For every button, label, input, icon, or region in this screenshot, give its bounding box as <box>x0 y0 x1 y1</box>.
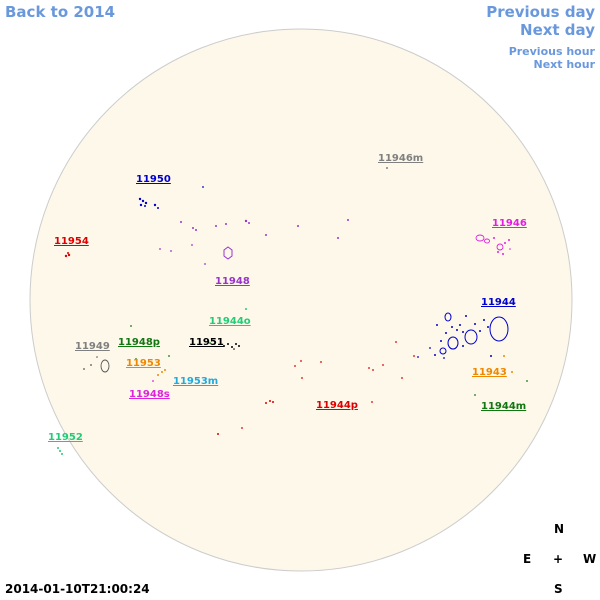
next-day-link[interactable]: Next day <box>520 21 595 39</box>
region-label: 11946 <box>492 218 527 229</box>
region-label: 11943 <box>472 367 507 378</box>
region-11953m[interactable]: 11953m <box>173 376 218 387</box>
region-11944m[interactable]: 11944m <box>474 380 528 412</box>
compass-south: S <box>554 582 563 596</box>
region-11944[interactable]: 11944 <box>417 297 516 359</box>
region-11950[interactable]: 11950 <box>136 174 204 209</box>
region-label: 11948p <box>118 337 160 348</box>
previous-hour-link[interactable]: Previous hour <box>508 45 595 58</box>
region-label: 11944o <box>209 316 251 327</box>
region-label: 11946m <box>378 153 423 164</box>
region-11951[interactable]: 11951 <box>189 337 240 350</box>
compass-north: N <box>554 522 565 536</box>
region-11952[interactable]: 11952 <box>48 432 83 455</box>
region-11948[interactable]: 11948 <box>159 219 349 287</box>
region-11948p[interactable]: 11948p <box>118 325 211 360</box>
region-11949[interactable]: 11949 <box>75 341 110 373</box>
previous-day-link[interactable]: Previous day <box>486 3 595 21</box>
region-label: 11944p <box>316 400 358 411</box>
compass-east: E <box>523 552 532 566</box>
region-label: 11952 <box>48 432 83 443</box>
region-label: 11944 <box>481 297 516 308</box>
compass-west: W <box>583 552 597 566</box>
region-11946[interactable]: 11946 <box>475 218 527 255</box>
region-label: 11954 <box>54 236 89 247</box>
region-label: 11949 <box>75 341 110 352</box>
region-11953[interactable]: 11953 <box>126 358 166 376</box>
region-11944p[interactable]: 11944p <box>217 341 415 435</box>
region-11948s[interactable]: 11948s <box>129 380 170 400</box>
region-label: 11953m <box>173 376 218 387</box>
region-label: 11948s <box>129 389 170 400</box>
region-label: 11953 <box>126 358 161 369</box>
compass-center: + <box>553 552 564 566</box>
observation-timestamp: 2014-01-10T21:00:24 <box>5 582 150 596</box>
region-label: 11950 <box>136 174 171 185</box>
region-label: 11944m <box>481 401 526 412</box>
region-11954[interactable]: 11954 <box>54 236 89 258</box>
back-to-year-link[interactable]: Back to 2014 <box>5 3 116 21</box>
region-11946m[interactable]: 11946m <box>378 153 423 169</box>
solar-disk <box>29 28 573 572</box>
region-11944o[interactable]: 11944o <box>209 308 251 327</box>
region-label: 11948 <box>215 276 250 287</box>
region-label: 11951 <box>189 337 224 348</box>
next-hour-link[interactable]: Next hour <box>533 58 596 71</box>
region-11943[interactable]: 11943 <box>472 355 513 378</box>
